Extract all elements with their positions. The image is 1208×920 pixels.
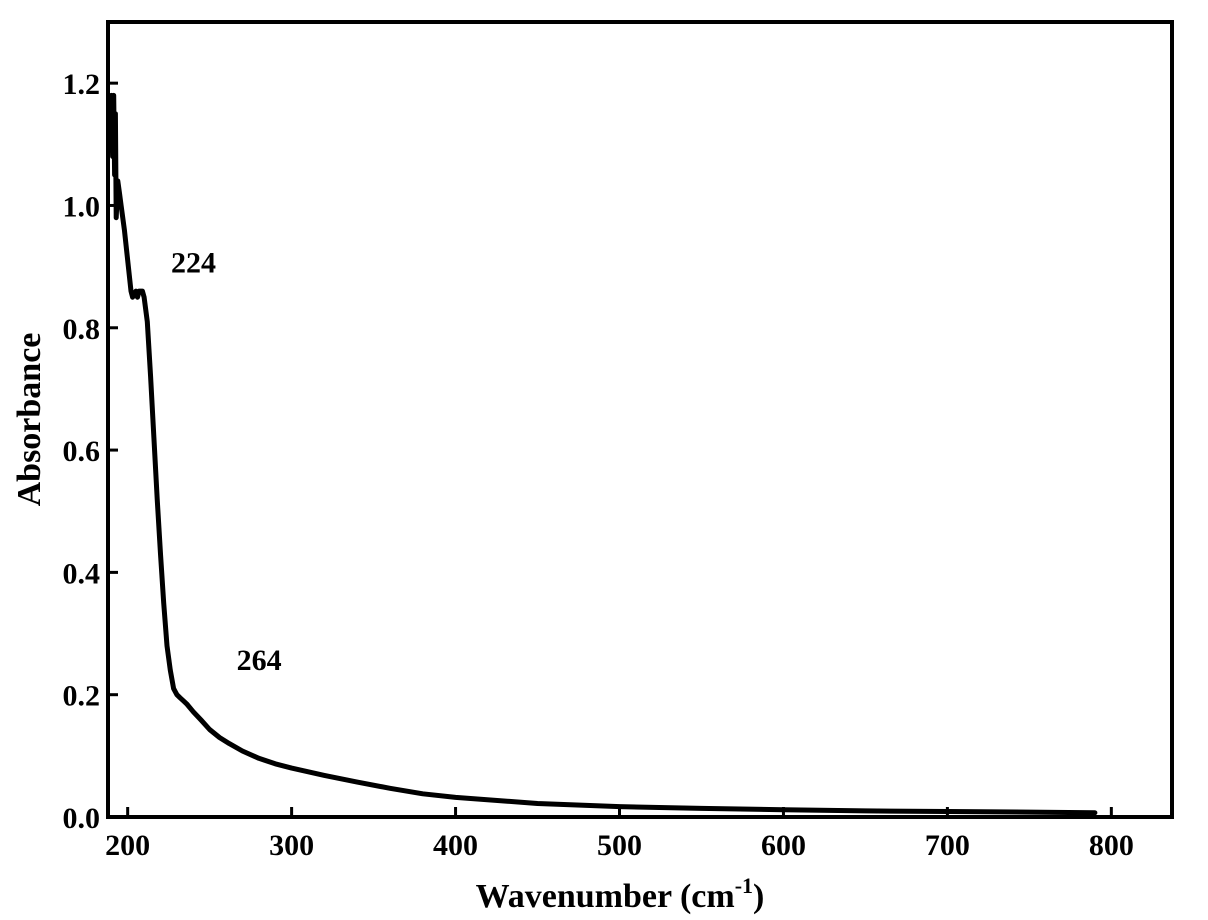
x-axis-title-close: ) [753, 878, 764, 915]
x-tick-label: 600 [761, 829, 806, 862]
y-tick-label: 0.4 [63, 557, 101, 590]
y-tick-label: 0.6 [63, 435, 101, 468]
peak-label-264: 264 [237, 644, 282, 677]
x-tick-label: 200 [105, 829, 150, 862]
peak-label-224: 224 [171, 247, 216, 280]
y-tick-label: 1.2 [63, 68, 101, 101]
absorbance-line [108, 92, 1098, 816]
y-tick-label: 0.2 [63, 680, 101, 713]
x-ticks: 200 300 400 500 600 700 800 [105, 807, 1134, 862]
x-axis-title-text: Wavenumber (cm [476, 878, 735, 915]
x-tick-label: 700 [925, 829, 970, 862]
y-tick-label: 0.8 [63, 313, 101, 346]
x-tick-label: 300 [269, 829, 314, 862]
y-tick-label: 0.0 [63, 802, 101, 835]
x-tick-label: 800 [1089, 829, 1134, 862]
plot-frame [106, 20, 1174, 819]
x-tick-label: 400 [433, 829, 478, 862]
x-axis-title: Wavenumber (cm-1) [476, 873, 765, 915]
y-tick-label: 1.0 [63, 190, 101, 223]
y-ticks: 0.0 0.2 0.4 0.6 0.8 1.0 1.2 [63, 68, 118, 835]
x-axis-title-superscript: -1 [735, 873, 753, 898]
x-tick-label: 500 [597, 829, 642, 862]
peak-annotations: 224 264 [171, 247, 282, 678]
y-axis-title: Absorbance [11, 333, 48, 507]
